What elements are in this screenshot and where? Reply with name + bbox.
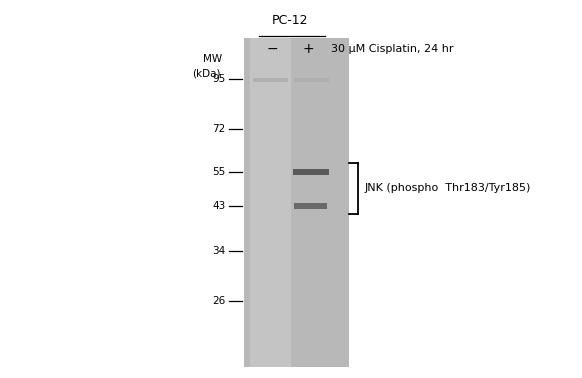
Text: −: − <box>267 42 278 56</box>
Bar <box>250 38 291 367</box>
Bar <box>253 78 288 82</box>
Text: 55: 55 <box>212 167 226 177</box>
Text: (kDa): (kDa) <box>193 69 221 79</box>
Text: 30 μM Cisplatin, 24 hr: 30 μM Cisplatin, 24 hr <box>331 44 453 54</box>
Bar <box>294 203 327 209</box>
Bar <box>244 38 349 367</box>
Text: +: + <box>303 42 314 56</box>
Bar <box>293 169 329 175</box>
Text: 26: 26 <box>212 296 226 305</box>
Text: 72: 72 <box>212 124 226 133</box>
Text: MW: MW <box>203 54 222 64</box>
Text: 43: 43 <box>212 201 226 211</box>
Text: PC-12: PC-12 <box>272 14 308 27</box>
Bar <box>294 78 329 82</box>
Text: 95: 95 <box>212 74 226 84</box>
Text: JNK (phospho  Thr183/Tyr185): JNK (phospho Thr183/Tyr185) <box>365 183 531 193</box>
Text: 34: 34 <box>212 246 226 256</box>
